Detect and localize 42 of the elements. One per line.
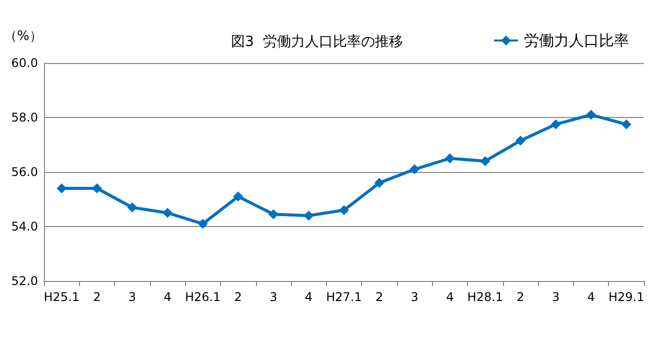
point [92,183,102,194]
point [480,156,490,166]
y-tick-label: 56.0 [11,165,38,179]
x-tick-label: 2 [516,290,524,304]
chart-title: 図3 労働力人口比率の推移 [231,34,403,50]
point [550,119,561,130]
point [233,192,244,202]
point [621,119,632,130]
y-tick-label: 60.0 [11,56,38,70]
x-tick-label: 2 [93,290,101,304]
point [586,110,596,120]
point [304,210,314,221]
y-axis-title: （%） [4,29,42,44]
point [198,218,208,229]
point [268,209,278,220]
x-tick-label: 3 [128,290,136,304]
x-tick-label: 4 [304,290,313,304]
x-tick-label: 4 [164,290,172,304]
x-tick-label: H26.1 [184,290,221,304]
x-tick-label: H27.1 [326,290,362,304]
point [515,136,526,146]
x-tick-label: H29.1 [608,290,644,304]
x-tick-label: 2 [234,290,242,304]
point [56,183,67,194]
point [410,164,420,174]
x-tick-label: 3 [270,290,278,304]
x-tick-label: H28.1 [467,290,504,304]
point [339,205,349,216]
x-tick-label: 4 [446,290,454,304]
x-tick-label: 2 [375,290,384,304]
point [444,153,455,164]
point [374,178,384,188]
x-tick-label: 3 [552,290,560,304]
y-tick-label: 58.0 [11,110,38,124]
point [162,208,173,218]
y-tick-label: 54.0 [11,220,38,234]
y-tick-label: 52.0 [11,274,38,288]
x-tick-label: 3 [410,290,418,304]
point [127,202,138,212]
legend-label: 労働力人口比率 [524,32,629,50]
x-tick-label: 4 [587,290,595,304]
x-tick-label: H25.1 [44,290,80,304]
